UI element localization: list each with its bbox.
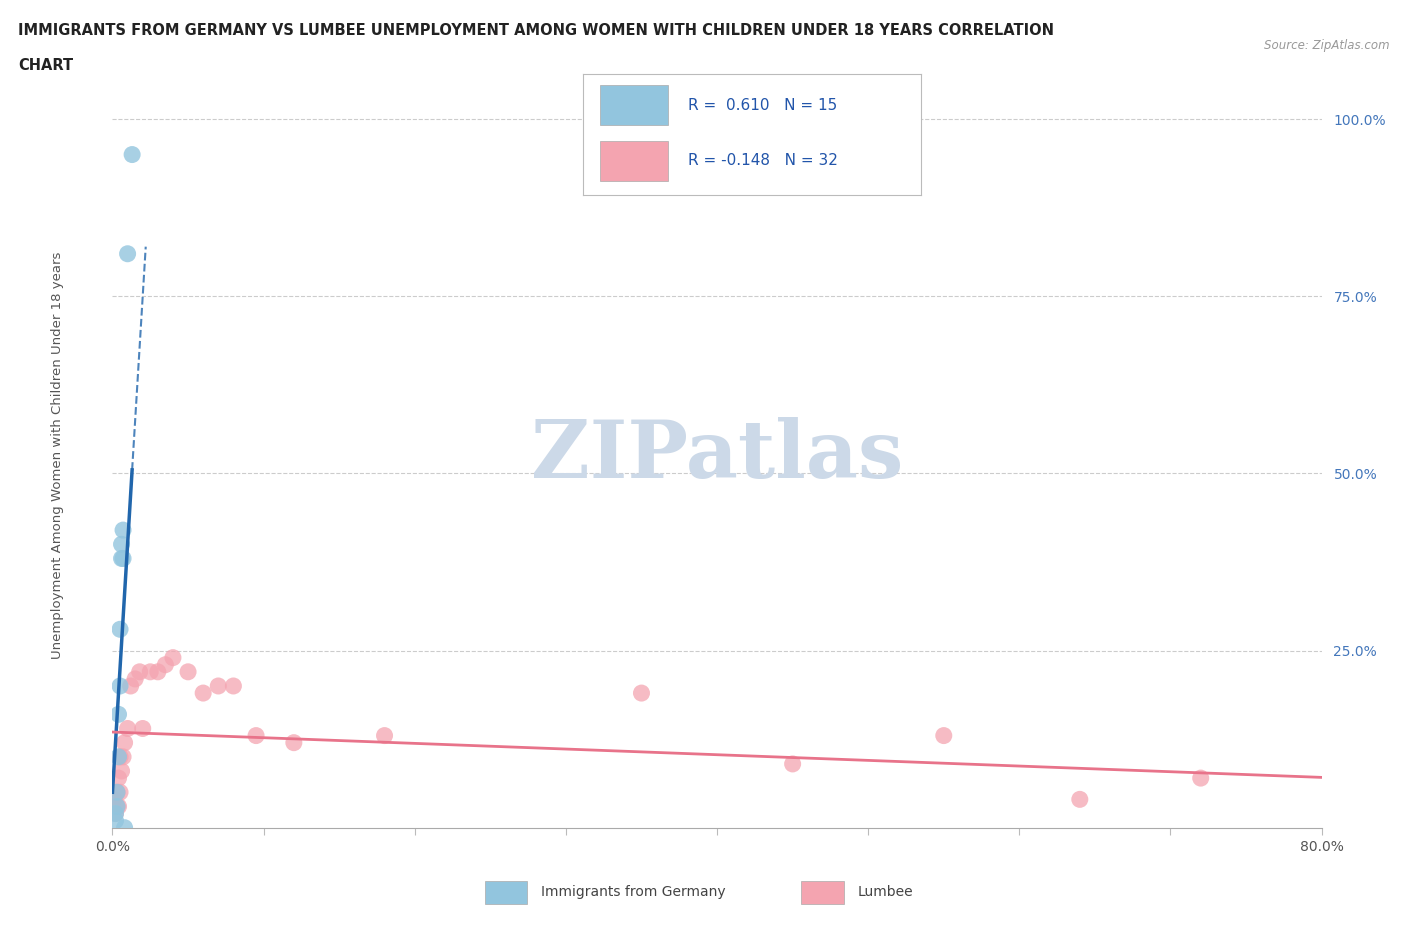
Point bbox=[107, 750, 129, 764]
Point bbox=[104, 806, 127, 821]
Point bbox=[108, 679, 131, 694]
Point bbox=[105, 799, 128, 814]
Point bbox=[155, 658, 177, 672]
Point bbox=[112, 750, 135, 764]
Point bbox=[117, 721, 139, 736]
Point bbox=[124, 671, 146, 686]
Point bbox=[782, 756, 804, 771]
Point bbox=[191, 685, 214, 700]
Point bbox=[932, 728, 955, 743]
Text: Lumbee: Lumbee bbox=[858, 885, 914, 899]
Point bbox=[207, 679, 229, 694]
Point bbox=[105, 785, 128, 800]
Point bbox=[110, 764, 132, 778]
Point bbox=[114, 820, 136, 835]
Point bbox=[121, 147, 143, 162]
Point bbox=[110, 551, 132, 565]
Point bbox=[104, 806, 127, 821]
Y-axis label: Unemployment Among Women with Children Under 18 years: Unemployment Among Women with Children U… bbox=[51, 252, 63, 659]
Point bbox=[107, 771, 129, 786]
Point bbox=[107, 799, 129, 814]
Point bbox=[112, 523, 135, 538]
Point bbox=[103, 792, 125, 807]
Bar bbox=[600, 86, 668, 126]
Point bbox=[117, 246, 139, 261]
Text: CHART: CHART bbox=[18, 58, 73, 73]
Point bbox=[630, 685, 652, 700]
Bar bbox=[485, 881, 527, 904]
Bar bbox=[600, 140, 668, 180]
Point bbox=[139, 664, 162, 679]
Text: ZIPatlas: ZIPatlas bbox=[531, 417, 903, 495]
Point bbox=[110, 537, 132, 551]
Point bbox=[132, 721, 155, 736]
Point bbox=[146, 664, 169, 679]
Point bbox=[1189, 771, 1212, 786]
Point bbox=[245, 728, 267, 743]
Text: R =  0.610   N = 15: R = 0.610 N = 15 bbox=[688, 98, 838, 113]
Text: Immigrants from Germany: Immigrants from Germany bbox=[541, 885, 725, 899]
Point bbox=[222, 679, 245, 694]
Point bbox=[107, 707, 129, 722]
Point bbox=[105, 799, 128, 814]
Point bbox=[177, 664, 200, 679]
Point bbox=[112, 551, 135, 565]
Point bbox=[283, 736, 305, 751]
Point bbox=[108, 785, 131, 800]
Point bbox=[105, 785, 128, 800]
Point bbox=[104, 813, 127, 828]
Point bbox=[120, 679, 142, 694]
Text: IMMIGRANTS FROM GERMANY VS LUMBEE UNEMPLOYMENT AMONG WOMEN WITH CHILDREN UNDER 1: IMMIGRANTS FROM GERMANY VS LUMBEE UNEMPL… bbox=[18, 23, 1054, 38]
Point bbox=[108, 622, 131, 637]
Point bbox=[1069, 792, 1091, 807]
Text: R = -0.148   N = 32: R = -0.148 N = 32 bbox=[688, 153, 838, 168]
Bar bbox=[801, 881, 844, 904]
Point bbox=[128, 664, 150, 679]
Point bbox=[114, 736, 136, 751]
Point bbox=[374, 728, 396, 743]
Point bbox=[162, 650, 184, 665]
Text: Source: ZipAtlas.com: Source: ZipAtlas.com bbox=[1264, 39, 1389, 52]
Point bbox=[108, 750, 131, 764]
